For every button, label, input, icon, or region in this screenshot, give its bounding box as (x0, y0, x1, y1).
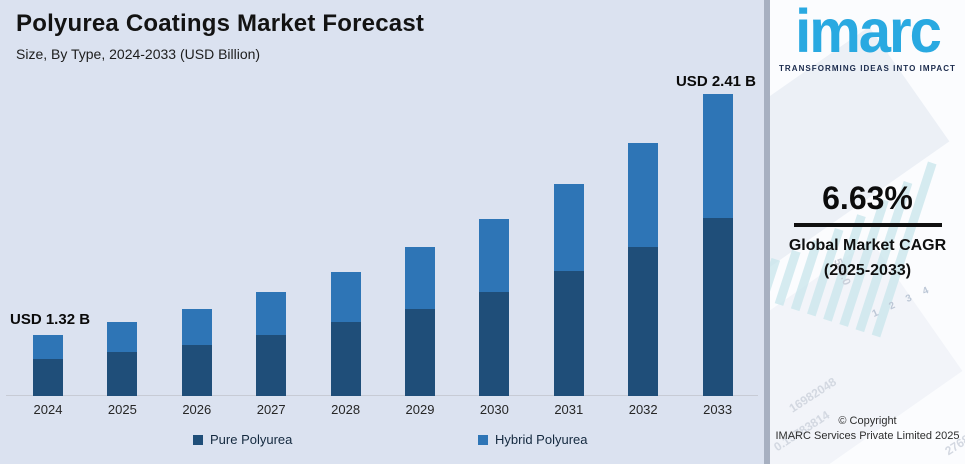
legend-item-pure-polyurea: Pure Polyurea (193, 432, 292, 447)
cagr-value: 6.63% (822, 180, 913, 216)
x-tick-2025: 2025 (107, 402, 137, 417)
chart-subtitle: Size, By Type, 2024-2033 (USD Billion) (16, 46, 261, 62)
value-label-2033: USD 2.41 B (675, 73, 757, 90)
bar-2028 (330, 272, 361, 396)
bar-segment-hybrid (628, 143, 659, 247)
bar-segment-hybrid (702, 94, 733, 218)
bar-segment-pure (702, 218, 733, 396)
bar-segment-pure (405, 309, 435, 396)
x-tick-2031: 2031 (554, 402, 584, 417)
bar-2030 (479, 219, 510, 396)
imarc-logo-wordmark: imarc (795, 0, 942, 66)
imarc-logo: imarc TRANSFORMING IDEAS INTO IMPACT (770, 0, 965, 74)
x-tick-2026: 2026 (182, 402, 212, 417)
x-axis-line (6, 395, 758, 396)
bar-2031 (553, 184, 584, 396)
legend-item-hybrid-polyurea: Hybrid Polyurea (478, 432, 588, 447)
value-label-2024: USD 1.32 B (10, 311, 91, 328)
bar-segment-hybrid (405, 247, 435, 309)
bar-segment-hybrid (107, 322, 138, 352)
chart-panel: Polyurea Coatings Market Forecast Size, … (0, 0, 764, 464)
bar-segment-hybrid (181, 309, 212, 345)
bar-segment-hybrid (330, 272, 361, 322)
brand-panel: 500.0 1 2 3 4 16982048 0.15783814 2768 i… (770, 0, 965, 464)
copyright-notice: © Copyright IMARC Services Private Limit… (770, 414, 965, 444)
bar-segment-pure (33, 359, 63, 396)
bar-2025 (107, 322, 138, 396)
bar-segment-pure (553, 271, 584, 396)
bar-2032 (628, 143, 659, 396)
bar-segment-hybrid (256, 292, 287, 335)
legend-swatch-hybrid (478, 434, 488, 445)
bar-segment-pure (628, 247, 659, 396)
legend-swatch-pure (193, 434, 203, 445)
bar-segment-pure (330, 322, 361, 396)
bar-segment-pure (256, 335, 287, 396)
bar-2024 (33, 335, 63, 396)
chart-title: Polyurea Coatings Market Forecast (16, 10, 425, 37)
bar-2026 (181, 309, 212, 396)
cagr-label-line1: Global Market CAGR (788, 237, 947, 254)
bar-segment-pure (181, 345, 212, 396)
bar-segment-pure (479, 292, 510, 396)
copyright-line1: © Copyright (838, 415, 897, 427)
cagr-label-line2: (2025-2033) (823, 262, 912, 279)
cagr-underline (793, 223, 942, 227)
bar-segment-pure (107, 352, 138, 396)
copyright-line2: IMARC Services Private Limited 2025 (775, 429, 960, 442)
panel-divider (764, 0, 770, 464)
legend-label-pure: Pure Polyurea (210, 432, 293, 447)
x-tick-2029: 2029 (405, 402, 435, 417)
cagr-block: 6.63% Global Market CAGR (2025-2033) (770, 180, 965, 280)
x-tick-2027: 2027 (256, 402, 286, 417)
bar-segment-hybrid (553, 184, 584, 271)
x-tick-2030: 2030 (479, 402, 509, 417)
x-tick-2032: 2032 (628, 402, 658, 417)
x-tick-2024: 2024 (33, 402, 63, 417)
bar-2029 (405, 247, 435, 396)
imarc-tagline: TRANSFORMING IDEAS INTO IMPACT (779, 64, 956, 74)
bar-2033 (702, 94, 733, 396)
legend-label-hybrid: Hybrid Polyurea (495, 432, 588, 447)
x-tick-2033: 2033 (703, 402, 733, 417)
bar-segment-hybrid (479, 219, 510, 292)
bar-2027 (256, 292, 287, 396)
bar-segment-hybrid (33, 335, 63, 359)
x-tick-2028: 2028 (331, 402, 361, 417)
